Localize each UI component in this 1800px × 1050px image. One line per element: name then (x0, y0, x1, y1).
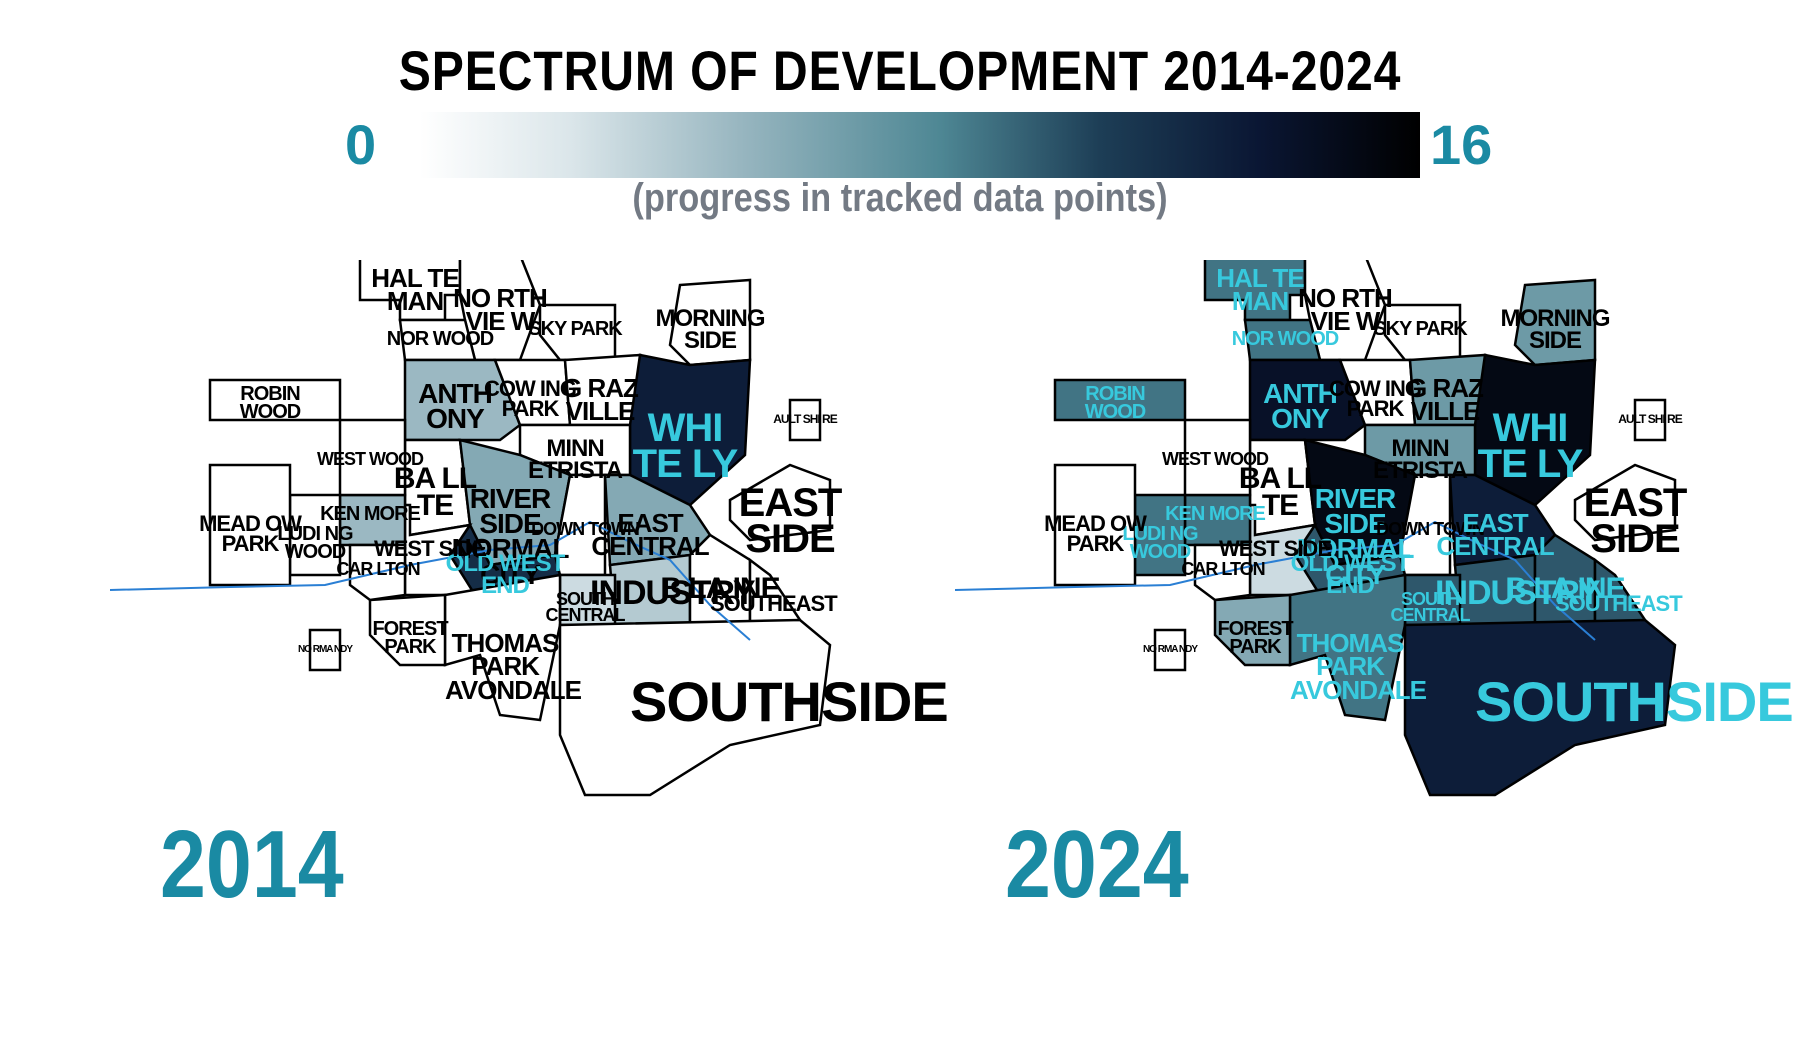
neighborhood-label-minnetrista: MINN ETRISTA (528, 435, 623, 484)
neighborhood-label-west-side: WEST SIDE (373, 536, 487, 561)
neighborhood-label-halteman: HAL TE MAN (1216, 263, 1304, 317)
neighborhood-label-old-west-end: OLD WEST END (1290, 550, 1411, 599)
neighborhood-label-robinwood: ROBIN WOOD (239, 383, 301, 423)
neighborhood-label-east-side: EAST SIDE (1583, 481, 1688, 561)
map-title: SPECTRUM OF DEVELOPMENT 2014-2024 (398, 39, 1402, 102)
neighborhood-label-meadow-park: MEAD OW PARK (199, 511, 302, 556)
scale-max-label: 16 (1430, 113, 1493, 176)
neighborhood-label-aultshire: AULT SHI RE (1618, 412, 1682, 426)
neighborhood-label-meadow-park: MEAD OW PARK (1044, 511, 1147, 556)
neighborhood-label-aultshire: AULT SHI RE (773, 412, 837, 426)
neighborhood-label-minnetrista: MINN ETRISTA (1373, 435, 1468, 484)
neighborhood-label-westwood: WEST WOOD (1162, 449, 1269, 469)
neighborhood-aultshire (788, 398, 822, 442)
neighborhood-label-robinwood: ROBIN WOOD (1084, 383, 1146, 423)
year-label-2014: 2014 (160, 811, 344, 918)
neighborhood-westwood (338, 418, 407, 497)
neighborhood-aultshire (1633, 398, 1667, 442)
neighborhood-shapes (1053, 260, 1677, 797)
neighborhood-label-halteman: HAL TE MAN (371, 263, 459, 317)
neighborhood-label-morningside: MORNING SIDE (655, 305, 766, 354)
neighborhood-label-forest-park: FOREST PARK (372, 618, 448, 658)
neighborhood-forest-park (1213, 593, 1292, 667)
neighborhood-shapes (208, 260, 832, 797)
neighborhood-label-kenmore: KEN MORE (320, 503, 421, 525)
neighborhood-label-thomas-park-avondale: THOMAS PARK AVONDALE (1290, 628, 1427, 705)
neighborhood-label-norwood: NOR WOOD (386, 328, 494, 350)
neighborhood-label-forest-park: FOREST PARK (1217, 618, 1293, 658)
neighborhood-label-east-central: EAST CENTRAL (1436, 508, 1554, 562)
neighborhood-label-downtown: DOWN TOWN (531, 519, 640, 539)
neighborhood-thomas-park-avondale (1288, 573, 1407, 722)
neighborhood-label-kenmore: KEN MORE (1165, 503, 1266, 525)
scale-min-label: 0 (345, 113, 377, 176)
neighborhood-label-blaine: B LA INE (660, 572, 780, 605)
neighborhood-label-normandy: NO RMA NDY (1142, 644, 1198, 655)
neighborhood-label-normandy: NO RMA NDY (297, 644, 353, 655)
neighborhood-label-whitely: WHI TE LY (632, 406, 739, 486)
neighborhood-label-westwood: WEST WOOD (317, 449, 424, 469)
map-2024-svg (955, 260, 1677, 797)
neighborhood-east-side (728, 463, 832, 542)
neighborhood-label-ball-te: BA LL TE (393, 462, 477, 522)
scale-subtitle: (progress in tracked data points) (632, 176, 1168, 220)
neighborhood-forest-park (368, 593, 447, 667)
neighborhood-normandy (1153, 628, 1187, 672)
neighborhood-label-southeast: SOUTHEAST (1555, 591, 1683, 616)
neighborhood-label-ludin-wood: LUDI NG WOOD (1122, 523, 1198, 563)
neighborhood-label-south-central: SOUTH CENTRAL (545, 589, 626, 626)
neighborhood-label-anthony: ANTH ONY (418, 378, 493, 435)
neighborhood-southside (1403, 618, 1677, 797)
neighborhood-east-side (1573, 463, 1677, 542)
color-scale-bar (420, 112, 1420, 178)
neighborhood-label-norwood: NOR WOOD (1231, 328, 1339, 350)
neighborhood-label-southside: SOUTHSIDE (1475, 673, 1794, 729)
neighborhood-label-southside: SOUTHSIDE (630, 673, 949, 729)
neighborhood-label-carlton: CAR LTON (336, 559, 420, 579)
neighborhood-label-northview: NO RTH VIE W (453, 283, 548, 337)
river-line (955, 520, 1596, 641)
neighborhood-southside (558, 618, 832, 797)
neighborhood-label-east-side: EAST SIDE (738, 481, 843, 561)
neighborhood-label-west-side: WEST SIDE (1218, 536, 1332, 561)
neighborhood-label-cowing-park: COW ING PARK (1329, 376, 1422, 421)
neighborhood-label-old-west-end: OLD WEST END (445, 550, 566, 599)
neighborhood-label-anthony: ANTH ONY (1263, 378, 1338, 435)
neighborhood-label-cowing-park: COW ING PARK (484, 376, 577, 421)
neighborhood-label-whitely: WHI TE LY (1477, 406, 1584, 486)
neighborhood-label-skypark: SKY PARK (1373, 318, 1468, 340)
neighborhood-label-skypark: SKY PARK (528, 318, 623, 340)
neighborhood-westwood (1183, 418, 1252, 497)
neighborhood-label-east-central: EAST CENTRAL (591, 508, 709, 562)
map-2014-svg (110, 260, 832, 797)
year-label-2024: 2024 (1005, 811, 1189, 918)
neighborhood-thomas-park-avondale (443, 573, 562, 722)
neighborhood-label-grazville: G RAZ VILLE (1407, 373, 1484, 427)
neighborhood-label-downtown: DOWN TOWN (1376, 519, 1485, 539)
neighborhood-normandy (308, 628, 342, 672)
map-2024: 2024 HAL TE MAN NO RTH VIE W NOR WOOD SKY P… (955, 260, 1794, 960)
neighborhood-label-blaine: B LA INE (1505, 572, 1625, 605)
neighborhood-label-northview: NO RTH VIE W (1298, 283, 1393, 337)
neighborhood-label-riverside-normal-city: RIVER SIDE NORMAL CITY (1296, 483, 1415, 590)
river-line (110, 520, 751, 641)
neighborhood-label-thomas-park-avondale: THOMAS PARK AVONDALE (445, 628, 582, 705)
neighborhood-label-grazville: G RAZ VILLE (562, 373, 639, 427)
neighborhood-label-morningside: MORNING SIDE (1500, 305, 1611, 354)
neighborhood-label-ludin-wood: LUDI NG WOOD (277, 523, 353, 563)
neighborhood-label-riverside-normal-city: RIVER SIDE NORMAL CITY (451, 483, 570, 590)
neighborhood-label-southeast: SOUTHEAST (710, 591, 838, 616)
neighborhood-label-south-central: SOUTH CENTRAL (1390, 589, 1471, 626)
neighborhood-label-carlton: CAR LTON (1181, 559, 1265, 579)
neighborhood-label-ball-te: BA LL TE (1238, 462, 1322, 522)
map-2014: 2014 HAL TE MAN NO RTH VIE W NOR WOOD SKY P… (110, 260, 949, 960)
